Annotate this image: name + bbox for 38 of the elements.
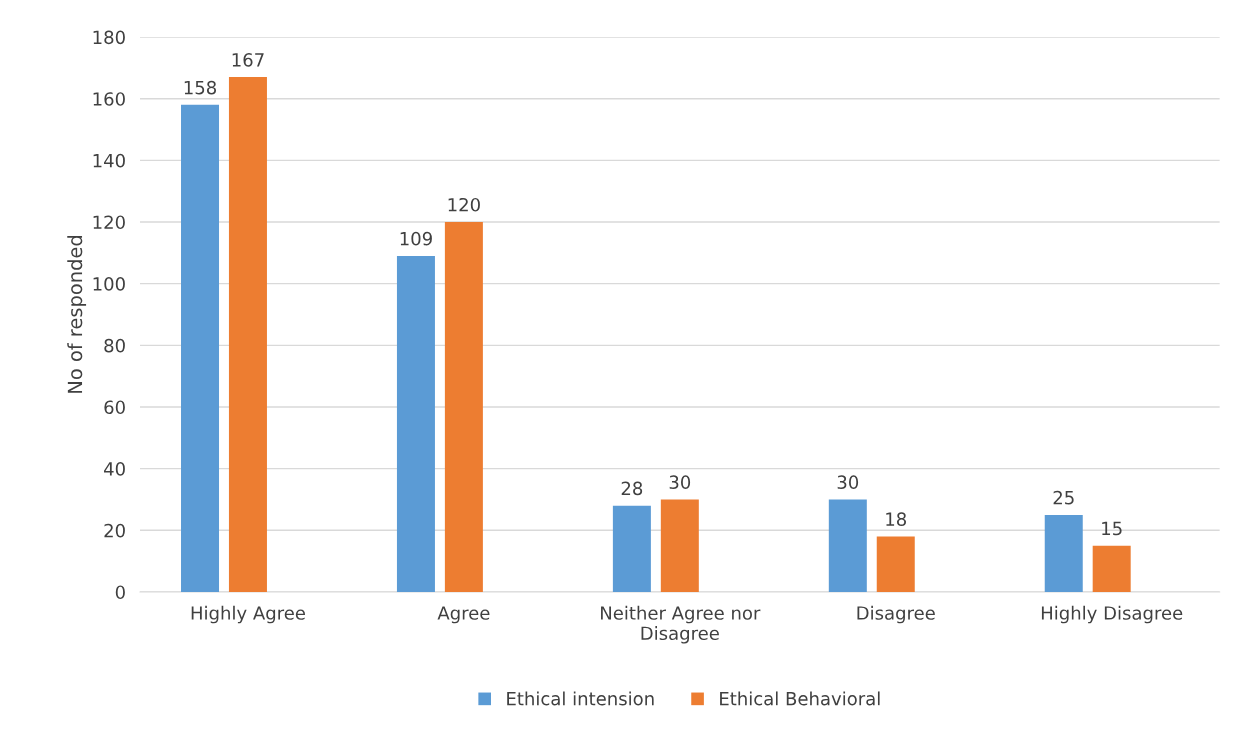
x-tick-label: Disagree [857,605,935,624]
y-tick-label: 140 [93,153,125,168]
y-tick-label: 20 [104,523,125,538]
legend-label: Ethical Behavioral [720,691,880,706]
data-label: 30 [669,475,691,490]
y-tick-label: 80 [104,338,125,353]
data-label: 18 [886,512,907,527]
x-tick-label: Highly Disagree [1041,605,1183,624]
data-label: 109 [400,231,432,246]
y-tick-label: 160 [93,92,125,106]
data-label: 120 [448,197,480,212]
bar [1092,545,1131,592]
x-tick-label: Neither Agree nor Disagree [601,605,761,644]
data-label: 28 [621,481,643,496]
y-tick-label: 60 [104,400,125,415]
bar [1044,514,1083,592]
bar [228,77,267,592]
data-label: 25 [1053,490,1074,505]
y-tick-label: 100 [93,277,125,291]
data-label: 30 [837,475,859,490]
x-tick-label: Agree [437,606,490,624]
y-axis-title: No of responded [67,236,87,393]
y-tick-label: 0 [115,585,125,600]
bar [612,505,651,592]
data-label: 158 [184,80,217,95]
legend-label: Ethical intension [507,691,654,706]
bar [181,104,220,592]
bar [396,255,435,592]
bar [876,536,915,592]
x-tick-label: Highly Agree [191,605,305,624]
bar [828,499,867,592]
bar [444,222,483,592]
data-label: 15 [1102,521,1122,536]
y-tick-label: 40 [104,462,125,476]
y-tick-label: 120 [93,215,125,230]
y-tick-label: 180 [93,30,125,45]
data-label: 167 [232,53,264,67]
bar [660,499,699,592]
